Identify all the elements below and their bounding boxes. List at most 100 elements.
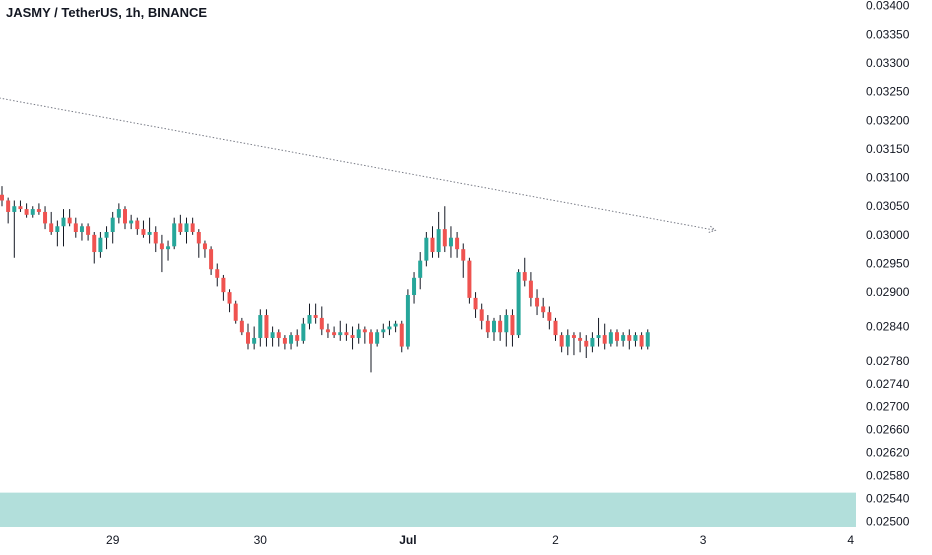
candle <box>92 231 97 264</box>
candle <box>43 206 48 230</box>
candle-body <box>0 194 4 201</box>
candle-body <box>571 335 576 338</box>
candle-body <box>239 320 244 333</box>
candle <box>264 309 269 347</box>
candle-body <box>381 329 386 333</box>
candle-body <box>319 317 324 330</box>
trendline-arrow-icon <box>708 225 717 233</box>
candle-body <box>190 223 195 232</box>
candle-body <box>215 269 220 278</box>
candle <box>418 252 423 290</box>
price-tick-label: 0.02660 <box>866 423 910 437</box>
candle-body <box>123 209 127 224</box>
candle-body <box>276 332 281 338</box>
candle <box>104 226 109 250</box>
candle-body <box>504 315 509 333</box>
candle <box>424 231 429 267</box>
candle <box>393 320 398 333</box>
candle-body <box>375 332 380 344</box>
candle <box>448 226 453 258</box>
candle <box>375 329 380 347</box>
candle-body <box>313 315 318 318</box>
candle <box>55 220 60 247</box>
candle <box>559 332 564 353</box>
candle <box>621 332 626 347</box>
candle-body <box>12 206 17 212</box>
candle-body <box>36 209 41 212</box>
candle <box>12 200 17 258</box>
price-axis <box>856 0 932 550</box>
candle-body <box>252 337 257 344</box>
candle <box>369 329 373 373</box>
candle-body <box>92 234 97 253</box>
candle <box>202 240 207 258</box>
candle-body <box>479 309 484 321</box>
candle-body <box>67 217 72 224</box>
candle <box>289 332 294 350</box>
candle <box>295 329 300 347</box>
candle-body <box>405 295 410 347</box>
candle-body <box>412 277 417 296</box>
candle <box>135 217 140 235</box>
candle-body <box>608 332 613 344</box>
candle <box>319 306 324 336</box>
candle-body <box>430 237 435 253</box>
candle-body <box>153 231 158 244</box>
candle-body <box>344 332 349 336</box>
price-tick-label: 0.03000 <box>866 228 910 242</box>
candle-body <box>559 335 564 347</box>
candle-body <box>227 292 232 304</box>
candle <box>547 306 552 330</box>
time-tick-label: Jul <box>399 533 416 547</box>
candle <box>79 223 84 241</box>
candle <box>73 217 78 238</box>
candle <box>473 292 478 318</box>
candle-body <box>485 320 490 333</box>
candle <box>233 300 238 324</box>
candle <box>6 197 11 224</box>
candle-body <box>436 229 441 253</box>
candle-body <box>362 329 367 333</box>
candle-body <box>387 326 392 330</box>
candle-body <box>209 249 214 270</box>
candle <box>436 211 441 258</box>
candle <box>98 231 103 258</box>
candle <box>344 323 349 341</box>
candle <box>86 223 91 241</box>
candle-body <box>141 229 146 235</box>
price-tick-label: 0.02540 <box>866 491 910 505</box>
candle <box>190 217 195 235</box>
candle <box>565 329 570 356</box>
candle-body <box>645 332 650 347</box>
candle <box>504 309 509 347</box>
candle-body <box>98 237 103 253</box>
candle <box>30 206 35 218</box>
candle <box>541 297 546 318</box>
candle <box>129 214 134 230</box>
candle-body <box>602 335 607 344</box>
candle <box>36 203 41 215</box>
trendline[interactable] <box>0 97 716 231</box>
candle-body <box>338 332 343 336</box>
candle-body <box>369 332 373 344</box>
candle <box>153 226 158 253</box>
candle-body <box>110 217 115 232</box>
candle-body <box>393 323 398 327</box>
candle <box>178 214 183 235</box>
candle <box>467 257 472 304</box>
price-tick-label: 0.03350 <box>866 27 910 41</box>
candle <box>123 206 127 230</box>
price-tick-label: 0.02620 <box>866 446 910 460</box>
candle <box>553 317 558 341</box>
candle <box>485 315 490 338</box>
price-tick-label: 0.02950 <box>866 257 910 271</box>
candle <box>639 332 644 350</box>
price-tick-label: 0.02700 <box>866 400 910 414</box>
candle-body <box>498 320 503 333</box>
price-tick-label: 0.03150 <box>866 142 910 156</box>
candle <box>227 289 232 313</box>
candle-body <box>264 315 269 338</box>
candle-body <box>73 223 78 232</box>
candle-body <box>301 323 306 341</box>
